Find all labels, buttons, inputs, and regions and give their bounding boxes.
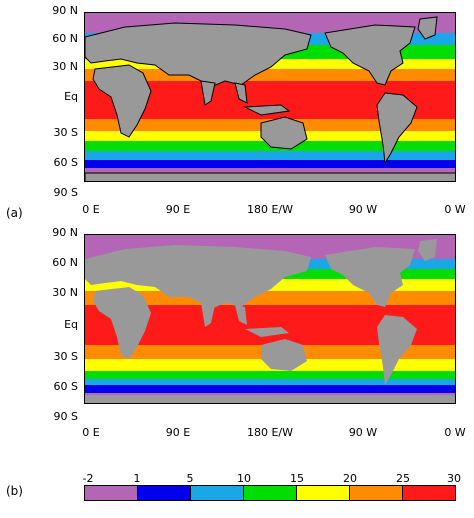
- map-b-land-north-america: [325, 247, 415, 307]
- map-a-land-antarctica: [85, 172, 455, 181]
- map-a-land-australia: [260, 116, 308, 150]
- map-b-sst-band-8: [85, 371, 455, 379]
- map-a-land-south-america: [376, 92, 418, 165]
- map-b-land-antarctica: [85, 395, 455, 403]
- map-b-canvas: [85, 235, 455, 403]
- panel-a-xtick-90e: 90 E: [165, 203, 191, 216]
- map-a-land-greenland: [417, 16, 438, 40]
- map-a-land-eurasia: [85, 22, 312, 88]
- map-b-land-indonesia: [245, 327, 289, 337]
- panel-a-ytick-30s: 30 S: [53, 126, 78, 139]
- panel-a-ytick-eq: Eq: [64, 90, 78, 103]
- panel-b-ytick-eq: Eq: [64, 318, 78, 331]
- panel-b-ytick-60s: 60 S: [53, 380, 78, 393]
- colorbar-swatch-6: [350, 486, 403, 500]
- colorbar-tick-3: 10: [237, 472, 251, 485]
- map-b-land-south-america: [377, 315, 417, 385]
- panel-b-xtick-90e: 90 E: [165, 426, 191, 439]
- panel-a-xtick-0e: 0 E: [82, 203, 100, 216]
- colorbar: [84, 485, 456, 501]
- panel-a-label: (a): [6, 206, 23, 220]
- colorbar-swatch-7: [403, 486, 455, 500]
- map-a-sst-band-9: [85, 151, 455, 160]
- colorbar-tick-1: 1: [133, 472, 141, 485]
- colorbar-swatch-4: [244, 486, 297, 500]
- colorbar-tick-4: 15: [290, 472, 304, 485]
- map-panel-a: [84, 12, 456, 182]
- map-b-sst-band-10: [85, 385, 455, 393]
- panel-a-xtick-90w: 90 W: [348, 203, 378, 216]
- map-a-land-indonesia: [243, 104, 291, 116]
- colorbar-swatch-2: [138, 486, 191, 500]
- map-a-land-africa: [92, 64, 152, 138]
- colorbar-tick-5: 20: [343, 472, 357, 485]
- colorbar-swatch-1: [85, 486, 138, 500]
- map-a-canvas: [85, 13, 455, 181]
- map-b-land-india: [201, 303, 215, 327]
- panel-a-xtick-180: 180 E/W: [246, 203, 294, 216]
- colorbar-tick-7: 30: [447, 472, 461, 485]
- map-panel-b: [84, 234, 456, 404]
- map-b-land-eurasia: [85, 245, 311, 309]
- panel-b-ytick-60n: 60 N: [52, 256, 78, 269]
- colorbar-swatch-5: [297, 486, 350, 500]
- panel-b-ytick-30s: 30 S: [53, 350, 78, 363]
- panel-a-ytick-90n: 90 N: [52, 4, 78, 17]
- map-b-land-australia: [261, 339, 307, 371]
- panel-a-ytick-60s: 60 S: [53, 156, 78, 169]
- panel-a-ytick-90s: 90 S: [53, 186, 78, 199]
- panel-a-xtick-0w: 0 W: [444, 203, 466, 216]
- panel-b-label: (b): [6, 484, 23, 498]
- panel-b-ytick-90n: 90 N: [52, 226, 78, 239]
- panel-a-ytick-60n: 60 N: [52, 32, 78, 45]
- map-b-land-greenland: [418, 239, 437, 261]
- colorbar-tick-6: 25: [396, 472, 410, 485]
- map-b-land-africa: [93, 287, 151, 359]
- panel-b-xtick-180: 180 E/W: [246, 426, 294, 439]
- panel-a-ytick-30n: 30 N: [52, 60, 78, 73]
- panel-b-xtick-0w: 0 W: [444, 426, 466, 439]
- map-b-land-southeast-asia: [235, 305, 247, 325]
- map-b-sst-band-9: [85, 379, 455, 385]
- panel-b-xtick-0e: 0 E: [82, 426, 100, 439]
- colorbar-swatch-3: [191, 486, 244, 500]
- panel-b-ytick-90s: 90 S: [53, 410, 78, 423]
- map-a-land-southeast-asia: [234, 82, 248, 104]
- colorbar-tick-2: 5: [186, 472, 194, 485]
- panel-b-ytick-30n: 30 N: [52, 286, 78, 299]
- map-a-sst-band-10: [85, 160, 455, 168]
- map-a-land-north-america: [324, 24, 416, 86]
- colorbar-tick-0: -2: [82, 472, 94, 485]
- map-a-land-india: [200, 80, 216, 106]
- panel-b-xtick-90w: 90 W: [348, 426, 378, 439]
